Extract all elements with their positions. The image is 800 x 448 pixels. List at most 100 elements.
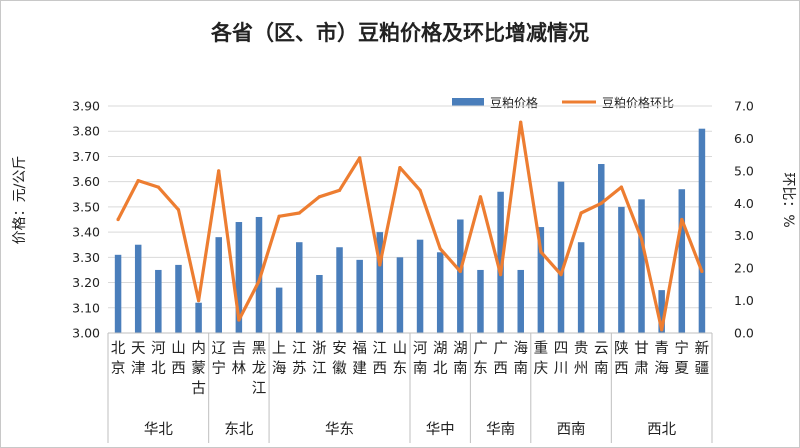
y-tick-left: 3.90 bbox=[72, 99, 100, 114]
x-tick-江苏: 江苏 bbox=[292, 340, 307, 377]
line-point-河北 bbox=[156, 185, 160, 189]
y-tick-right: 3.0 bbox=[734, 228, 754, 243]
bar-江苏 bbox=[296, 242, 303, 333]
line-point-天津 bbox=[136, 178, 140, 183]
y-tick-left: 3.30 bbox=[72, 250, 100, 265]
line-point-广东 bbox=[478, 195, 483, 199]
bar-吉林 bbox=[235, 222, 243, 333]
y-tick-right: 5.0 bbox=[734, 163, 754, 178]
line-series-mom bbox=[116, 120, 704, 332]
y-tick-left: 3.40 bbox=[72, 225, 100, 240]
x-tick-青海: 青海 bbox=[654, 340, 669, 377]
region-label-东北: 东北 bbox=[224, 421, 253, 438]
y-axis-right-label: 环比：% bbox=[780, 172, 796, 227]
bar-四川 bbox=[557, 181, 565, 333]
bar-安徽 bbox=[336, 247, 343, 333]
bar-上海 bbox=[275, 287, 283, 333]
line-point-广西 bbox=[499, 273, 503, 277]
line-point-河南 bbox=[418, 188, 422, 192]
bar-黑龙江 bbox=[255, 216, 263, 333]
x-axis: 北京天津河北山西内蒙古辽宁吉林黑龙江上海江苏浙江安徽福建江西山东河南湖北湖南广东… bbox=[107, 332, 713, 443]
y-tick-left: 3.80 bbox=[72, 124, 100, 139]
bar-广东 bbox=[477, 269, 484, 333]
x-tick-黑龙江: 黑龙江 bbox=[252, 341, 267, 397]
x-tick-湖北: 湖北 bbox=[433, 340, 448, 377]
bar-贵州 bbox=[577, 242, 585, 333]
mom-change-line bbox=[116, 120, 704, 332]
x-tick-宁夏: 宁夏 bbox=[675, 340, 690, 377]
bar-湖南 bbox=[457, 219, 464, 333]
x-tick-江西: 江西 bbox=[373, 340, 388, 377]
y-axis-left-label: 价格：元/公斤 bbox=[12, 156, 28, 245]
x-tick-山东: 山东 bbox=[393, 340, 408, 377]
line-point-北京 bbox=[116, 217, 120, 222]
x-tick-新疆: 新疆 bbox=[695, 340, 710, 377]
line-point-黑龙江 bbox=[257, 279, 261, 283]
y-tick-left: 3.60 bbox=[72, 174, 100, 189]
line-point-福建 bbox=[358, 156, 362, 160]
line-point-甘肃 bbox=[639, 237, 644, 241]
y-tick-left: 3.50 bbox=[72, 199, 100, 214]
y-axis-right-ticks: 0.0 1.0 2.0 3.0 4.0 5.0 6.0 7.0 bbox=[734, 99, 754, 341]
x-tick-浙江: 浙江 bbox=[312, 340, 327, 377]
bar-山西 bbox=[175, 264, 182, 333]
line-point-湖北 bbox=[438, 247, 442, 251]
x-tick-湖南: 湖南 bbox=[453, 340, 468, 377]
bar-江西 bbox=[376, 232, 384, 333]
line-point-宁夏 bbox=[680, 217, 684, 222]
region-label-西北: 西北 bbox=[647, 421, 676, 438]
bar-河北 bbox=[155, 269, 162, 333]
chart-title: 各省（区、市）豆粕价格及环比增减情况 bbox=[210, 21, 589, 45]
x-tick-福建: 福建 bbox=[352, 340, 367, 377]
bar-新疆 bbox=[698, 128, 706, 333]
x-tick-山西: 山西 bbox=[171, 340, 186, 377]
y-tick-right: 2.0 bbox=[734, 261, 754, 276]
line-point-陕西 bbox=[619, 185, 624, 189]
line-point-江西 bbox=[378, 263, 382, 267]
line-point-湖南 bbox=[458, 269, 462, 273]
region-label-华东: 华东 bbox=[325, 421, 354, 438]
bar-内蒙古 bbox=[195, 302, 202, 333]
legend-line-label: 豆粕价格环比 bbox=[602, 95, 674, 110]
bar-河南 bbox=[416, 239, 424, 333]
x-tick-广东: 广东 bbox=[473, 340, 488, 377]
line-point-山西 bbox=[176, 208, 181, 212]
x-tick-贵州: 贵州 bbox=[574, 340, 589, 377]
line-point-山东 bbox=[398, 166, 402, 170]
legend-bar-label: 豆粕价格 bbox=[490, 95, 538, 110]
x-tick-吉林: 吉林 bbox=[232, 340, 247, 377]
x-tick-河北: 河北 bbox=[151, 340, 166, 377]
bar-青海 bbox=[658, 290, 665, 333]
bar-福建 bbox=[356, 259, 363, 333]
bar-辽宁 bbox=[215, 237, 222, 333]
line-point-内蒙古 bbox=[197, 298, 201, 303]
x-tick-北京: 北京 bbox=[111, 340, 126, 377]
line-point-辽宁 bbox=[217, 169, 221, 173]
bar-湖北 bbox=[436, 252, 444, 333]
x-tick-云南: 云南 bbox=[594, 341, 609, 377]
y-tick-left: 3.20 bbox=[72, 275, 100, 290]
bar-天津 bbox=[134, 244, 142, 333]
line-point-江苏 bbox=[297, 211, 301, 215]
bar-云南 bbox=[598, 164, 605, 333]
y-tick-right: 0.0 bbox=[734, 326, 754, 341]
y-tick-right: 7.0 bbox=[734, 99, 754, 114]
line-point-重庆 bbox=[539, 250, 543, 254]
y-tick-right: 4.0 bbox=[734, 196, 754, 211]
bar-海南 bbox=[517, 269, 524, 333]
x-tick-陕西: 陕西 bbox=[614, 340, 629, 377]
x-tick-内蒙古: 内蒙古 bbox=[191, 340, 206, 397]
line-point-上海 bbox=[277, 214, 281, 218]
y-tick-right: 6.0 bbox=[734, 131, 754, 146]
region-label-华中: 华中 bbox=[426, 421, 455, 438]
bar-北京 bbox=[114, 254, 122, 333]
region-label-华北: 华北 bbox=[144, 421, 173, 438]
bar-甘肃 bbox=[638, 199, 645, 333]
line-point-青海 bbox=[660, 328, 664, 332]
line-point-海南 bbox=[519, 120, 523, 124]
x-tick-天津: 天津 bbox=[131, 341, 146, 377]
y-tick-left: 3.00 bbox=[72, 326, 100, 341]
bar-陕西 bbox=[618, 206, 625, 333]
